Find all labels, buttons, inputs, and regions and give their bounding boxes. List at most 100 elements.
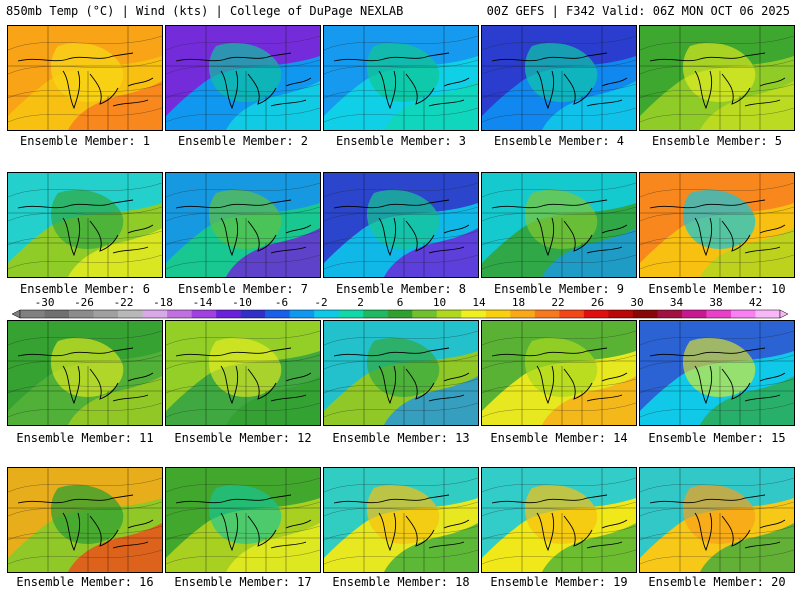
ensemble-member-panel[interactable] <box>323 172 479 278</box>
ensemble-member-panel[interactable] <box>481 467 637 573</box>
wind-streamline <box>166 378 320 394</box>
colorbar-segment <box>240 310 266 318</box>
ensemble-member-panel[interactable] <box>165 25 321 131</box>
colorbar-tick-label: 18 <box>512 296 525 309</box>
state-borders <box>166 468 320 572</box>
ensemble-member-label: Ensemble Member: 10 <box>648 282 786 296</box>
ensemble-member-panel[interactable] <box>7 320 163 426</box>
temperature-contour-region <box>324 523 478 572</box>
wind-streamline <box>482 354 636 370</box>
ensemble-member-panel[interactable] <box>323 25 479 131</box>
ensemble-member-panel[interactable] <box>165 320 321 426</box>
state-borders <box>166 321 320 425</box>
ensemble-member-panel[interactable] <box>165 467 321 573</box>
temperature-contour-region <box>166 468 320 558</box>
temperature-map <box>324 173 478 277</box>
temperature-contour-region <box>324 321 478 411</box>
temperature-contour-region <box>324 228 478 277</box>
ensemble-member-panel[interactable] <box>639 467 795 573</box>
temperature-map <box>640 321 794 425</box>
wind-streamline <box>324 330 478 346</box>
wind-streamline <box>640 378 794 394</box>
ensemble-member-panel[interactable] <box>481 320 637 426</box>
temperature-contour-region <box>324 468 478 558</box>
ensemble-member-label: Ensemble Member: 4 <box>493 134 625 148</box>
ensemble-member-panel[interactable] <box>481 172 637 278</box>
ensemble-member-panel[interactable] <box>639 25 795 131</box>
ensemble-member-panel[interactable] <box>7 467 163 573</box>
state-borders <box>166 26 320 130</box>
wind-streamline <box>324 182 478 198</box>
wind-streamline <box>640 525 794 541</box>
ensemble-member-panel[interactable] <box>323 467 479 573</box>
state-borders <box>640 321 794 425</box>
ensemble-member-panel[interactable] <box>165 172 321 278</box>
temperature-contour-region <box>482 523 636 572</box>
wind-streamline <box>166 83 320 99</box>
temperature-contour-region <box>640 26 794 116</box>
ensemble-member-panel[interactable] <box>639 320 795 426</box>
colorbar-tick-label: -14 <box>193 296 213 309</box>
temperature-contour-region <box>640 81 794 130</box>
ensemble-member-panel[interactable] <box>7 25 163 131</box>
colorbar-tick-label: 42 <box>749 296 762 309</box>
colorbar-tick-label: 6 <box>397 296 404 309</box>
great-lakes-coastline <box>649 199 786 257</box>
great-lakes-coastline <box>333 494 470 552</box>
temperature-contour-region <box>482 376 636 425</box>
temperature-map <box>8 321 162 425</box>
temperature-contour-region <box>640 376 794 425</box>
state-borders <box>482 26 636 130</box>
colorbar-segment <box>583 310 609 318</box>
colorbar-segment <box>93 310 119 318</box>
ensemble-member-label: Ensemble Member: 16 <box>16 575 154 589</box>
wind-streamline <box>166 549 320 565</box>
colorbar-tick-label: 38 <box>709 296 722 309</box>
ensemble-member-label: Ensemble Member: 11 <box>16 431 154 445</box>
colorbar-tick-label: -18 <box>153 296 173 309</box>
wind-streamline <box>640 206 794 222</box>
temperature-map <box>324 321 478 425</box>
ensemble-member-panel[interactable] <box>7 172 163 278</box>
temperature-contour-region <box>8 173 162 263</box>
wind-streamline <box>8 378 162 394</box>
wind-streamline <box>482 206 636 222</box>
temperature-contour-region <box>166 376 320 425</box>
colorbar-segment <box>608 310 634 318</box>
wind-streamline <box>324 35 478 51</box>
temperature-contour-region <box>166 523 320 572</box>
great-lakes-coastline <box>491 199 628 257</box>
wind-streamline <box>324 378 478 394</box>
wind-streamline <box>324 206 478 222</box>
colorbar-tick-label: -6 <box>275 296 288 309</box>
great-lakes-coastline <box>175 52 312 110</box>
wind-streamline <box>482 378 636 394</box>
wind-streamline <box>482 35 636 51</box>
great-lakes-coastline <box>175 494 312 552</box>
ensemble-member-panel[interactable] <box>323 320 479 426</box>
colorbar-tick-label: -30 <box>35 296 55 309</box>
ensemble-member-label: Ensemble Member: 13 <box>332 431 470 445</box>
wind-streamline <box>166 477 320 493</box>
wind-streamline <box>640 230 794 246</box>
state-borders <box>8 26 162 130</box>
great-lakes-coastline <box>175 347 312 405</box>
wind-streamline <box>324 354 478 370</box>
ensemble-member-label: Ensemble Member: 18 <box>332 575 470 589</box>
colorbar-segment <box>69 310 94 318</box>
colorbar-segment <box>363 310 389 318</box>
state-borders <box>640 26 794 130</box>
temperature-contour-region <box>482 468 636 558</box>
temperature-map <box>324 26 478 130</box>
ensemble-member-panel[interactable] <box>639 172 795 278</box>
colorbar-segment <box>706 310 732 318</box>
temperature-map <box>482 321 636 425</box>
state-borders <box>8 468 162 572</box>
temperature-map <box>482 173 636 277</box>
great-lakes-coastline <box>649 494 786 552</box>
wind-streamline <box>166 330 320 346</box>
colorbar-segment <box>730 310 756 318</box>
ensemble-member-panel[interactable] <box>481 25 637 131</box>
temperature-map <box>8 468 162 572</box>
wind-streamline <box>8 59 162 75</box>
